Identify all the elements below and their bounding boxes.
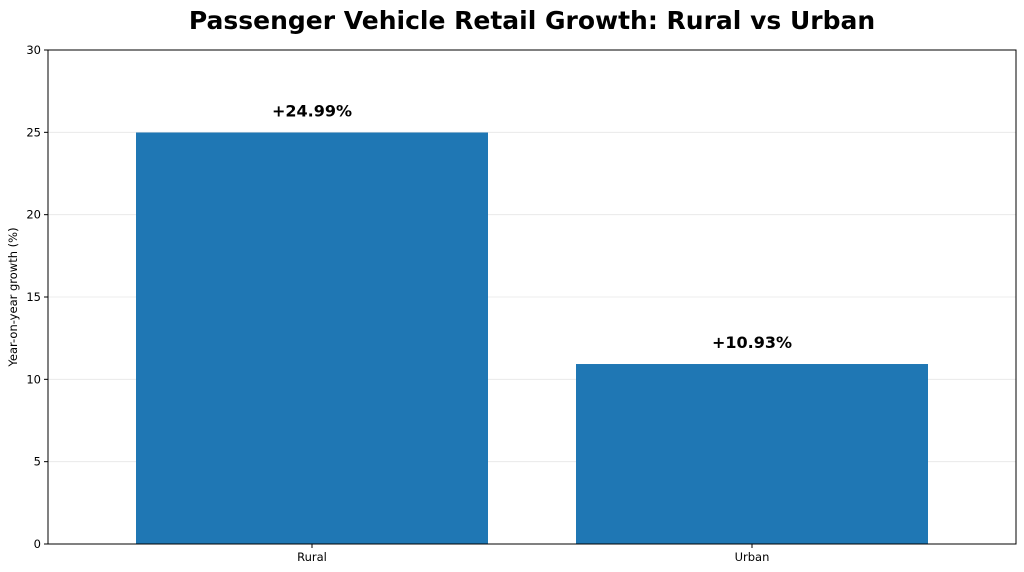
y-tick-label-5: 5 <box>34 455 41 469</box>
y-tick-label-10: 10 <box>26 372 41 386</box>
y-tick-label-25: 25 <box>26 125 41 139</box>
bars <box>136 132 928 545</box>
y-tick-label-15: 15 <box>26 290 41 304</box>
y-tick-label-0: 0 <box>34 537 41 551</box>
chart-title: Passenger Vehicle Retail Growth: Rural v… <box>189 6 875 35</box>
data-label-urban: +10.93% <box>712 333 792 352</box>
bar-urban <box>576 364 928 544</box>
y-tick-label-30: 30 <box>26 43 41 57</box>
x-tick-label-urban: Urban <box>735 550 770 564</box>
axes: Rural Urban 0 5 10 15 20 25 30 <box>26 43 1017 564</box>
x-tick-label-rural: Rural <box>297 550 327 564</box>
data-labels: +24.99% +10.93% <box>272 101 792 352</box>
y-tick-label-20: 20 <box>26 208 41 222</box>
y-axis-label: Year-on-year growth (%) <box>6 227 20 367</box>
data-label-rural: +24.99% <box>272 101 352 120</box>
bar-rural <box>136 132 488 545</box>
